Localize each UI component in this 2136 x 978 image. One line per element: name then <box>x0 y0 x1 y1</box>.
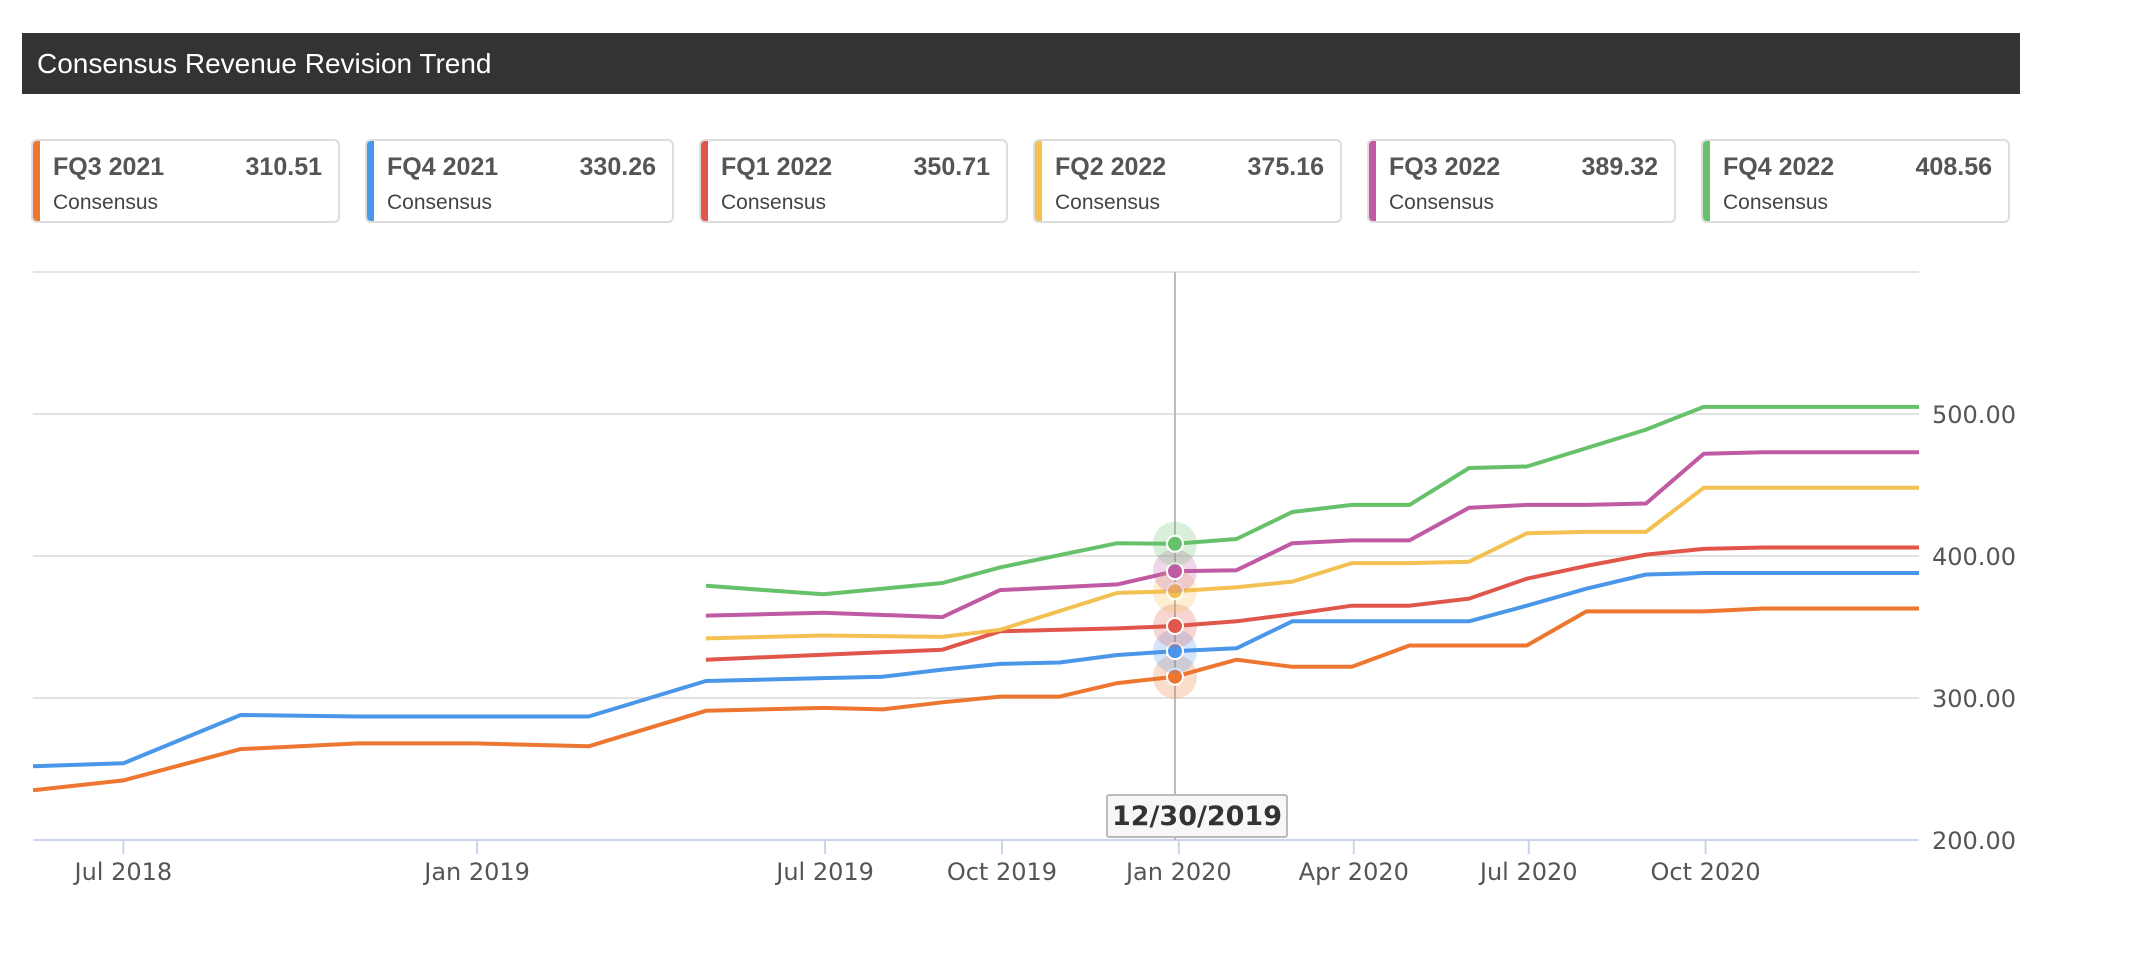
x-tick-label: Oct 2019 <box>947 858 1057 886</box>
x-tick-label: Jan 2019 <box>422 858 530 886</box>
card-value: 310.51 <box>245 153 322 181</box>
hover-marker <box>1165 562 1184 581</box>
x-tick-label: Jan 2020 <box>1124 858 1232 886</box>
card-fq4-2022[interactable]: FQ4 2022 408.56 Consensus <box>1701 139 2010 223</box>
card-period: FQ3 2021 <box>53 153 165 181</box>
card-period: FQ4 2021 <box>387 153 499 181</box>
y-tick-label: 200.00 <box>1932 827 2016 855</box>
hover-marker <box>1165 534 1184 553</box>
card-label: Consensus <box>1055 191 1161 214</box>
card-label: Consensus <box>53 191 159 214</box>
card-value: 408.56 <box>1915 153 1992 181</box>
card-accent <box>1369 141 1376 221</box>
card-fq1-2022[interactable]: FQ1 2022 350.71 Consensus <box>699 139 1008 223</box>
series-line <box>705 404 1919 597</box>
card-fq3-2022[interactable]: FQ3 2022 389.32 Consensus <box>1367 139 1676 223</box>
card-value: 350.71 <box>913 153 990 181</box>
hover-marker <box>1165 667 1184 686</box>
y-tick-label: 300.00 <box>1932 685 2016 713</box>
y-tick-label: 500.00 <box>1932 401 2016 429</box>
series-line <box>32 606 1919 793</box>
card-period: FQ3 2022 <box>1389 153 1501 181</box>
consensus-cards: FQ3 2021 310.51 Consensus FQ4 2021 330.2… <box>31 139 2031 225</box>
card-accent <box>1703 141 1710 221</box>
card-value: 375.16 <box>1247 153 1324 181</box>
card-label: Consensus <box>1723 191 1829 214</box>
card-value: 389.32 <box>1581 153 1658 181</box>
card-accent <box>33 141 40 221</box>
y-tick-label: 400.00 <box>1932 543 2016 571</box>
hover-marker <box>1165 582 1184 601</box>
card-label: Consensus <box>721 191 827 214</box>
x-tick-label: Jul 2019 <box>774 858 874 886</box>
card-accent <box>367 141 374 221</box>
x-tick-label: Oct 2020 <box>1650 858 1760 886</box>
crosshair-date-label: 12/30/2019 <box>1112 801 1282 832</box>
card-fq4-2021[interactable]: FQ4 2021 330.26 Consensus <box>365 139 674 223</box>
x-tick-label: Jul 2018 <box>73 858 173 886</box>
revision-trend-chart[interactable]: 200.00 300.00 400.00 500.00 Jul 2018 Jan 2019… <box>0 260 2136 900</box>
card-period: FQ1 2022 <box>721 153 833 181</box>
series-line <box>705 545 1919 662</box>
card-value: 330.26 <box>579 153 656 181</box>
card-accent <box>1035 141 1042 221</box>
chart-title: Consensus Revenue Revision Trend <box>37 48 492 79</box>
hover-marker <box>1165 642 1184 661</box>
hover-marker <box>1165 617 1184 636</box>
card-label: Consensus <box>1389 191 1495 214</box>
card-period: FQ4 2022 <box>1723 153 1835 181</box>
card-accent <box>701 141 708 221</box>
card-fq3-2021[interactable]: FQ3 2021 310.51 Consensus <box>31 139 340 223</box>
series-line <box>705 485 1919 641</box>
series-line <box>705 450 1919 620</box>
card-fq2-2022[interactable]: FQ2 2022 375.16 Consensus <box>1033 139 1342 223</box>
chart-header: Consensus Revenue Revision Trend <box>22 33 2020 94</box>
card-period: FQ2 2022 <box>1055 153 1167 181</box>
x-tick-label: Apr 2020 <box>1299 858 1409 886</box>
card-label: Consensus <box>387 191 493 214</box>
x-tick-label: Jul 2020 <box>1478 858 1578 886</box>
crosshair-date-box <box>1105 794 1288 838</box>
